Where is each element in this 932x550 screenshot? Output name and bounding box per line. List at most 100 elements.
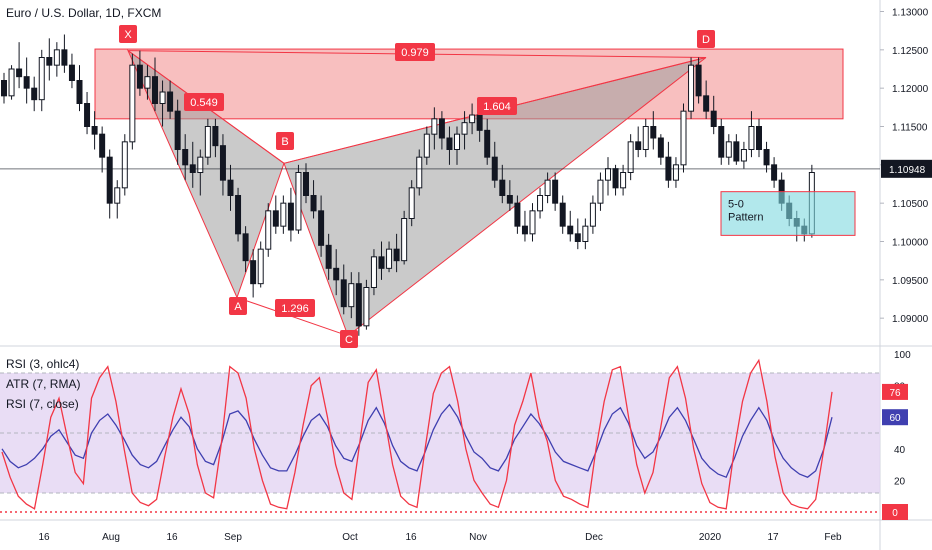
- candle-body: [688, 64, 695, 112]
- candle-body: [748, 126, 755, 150]
- candle-body: [597, 179, 604, 204]
- candle-body: [227, 179, 234, 197]
- candle-body: [514, 202, 521, 227]
- ratio-label-bg-ac: [275, 299, 315, 317]
- osc-axis-label: 20: [894, 476, 906, 487]
- candle-body: [204, 126, 211, 158]
- candle-body: [461, 122, 468, 135]
- ratio-label-bg-xb: [184, 93, 224, 111]
- candle-body: [152, 76, 158, 104]
- candle-body: [642, 126, 649, 150]
- candle-body: [635, 141, 642, 150]
- indicator-atr-label: ATR (7, RMA): [6, 377, 81, 391]
- candle-body: [129, 64, 136, 143]
- candle-body: [121, 141, 128, 189]
- candle-body: [310, 195, 317, 212]
- osc-badge-bg: [882, 409, 908, 426]
- candle-body: [46, 57, 53, 66]
- candle-body: [250, 260, 257, 285]
- candle-body: [506, 195, 513, 204]
- point-label-b: B: [281, 136, 288, 148]
- candle-body: [680, 110, 687, 166]
- candle-body: [574, 233, 581, 242]
- candle-body: [431, 118, 438, 135]
- candle-body: [401, 218, 408, 262]
- candle-body: [23, 76, 30, 89]
- candle-body: [318, 210, 325, 246]
- ratio-label-xb: 0.549: [190, 97, 218, 109]
- indicator-rsi3-label: RSI (3, ohlc4): [6, 357, 80, 371]
- price-axis-label: 1.10500: [892, 199, 929, 210]
- last-price-label: 1.10948: [889, 165, 926, 176]
- candle-body: [657, 137, 664, 158]
- candle-body: [423, 133, 430, 158]
- ratio-label-xd: 0.979: [401, 47, 429, 59]
- candle-body: [552, 179, 559, 204]
- candle-body: [144, 76, 151, 89]
- price-axis-label: 1.09000: [892, 314, 929, 325]
- candle-body: [68, 64, 75, 81]
- candle-body: [589, 202, 596, 227]
- candle-body: [61, 49, 68, 66]
- point-label-bg-d: [697, 30, 715, 48]
- time-axis-label: 16: [405, 532, 417, 543]
- candle-body: [416, 156, 423, 189]
- candle-body: [718, 126, 725, 158]
- candle-body: [114, 187, 121, 204]
- pattern-box-label-2: Pattern: [728, 212, 763, 224]
- candle-body: [567, 225, 574, 235]
- candle-body: [446, 137, 453, 150]
- osc-badge-value: 76: [889, 388, 901, 399]
- candle-body: [771, 164, 778, 181]
- ratio-label-bd: 1.604: [483, 101, 511, 113]
- candle-body: [355, 283, 362, 327]
- candle-body: [605, 168, 611, 181]
- ratio-label-ac: 1.296: [281, 303, 309, 315]
- candle-body: [340, 279, 347, 308]
- candle-body: [363, 287, 370, 327]
- osc-badge-bg: [882, 504, 908, 520]
- candle-body: [8, 68, 15, 97]
- price-axis-label: 1.09500: [892, 276, 929, 287]
- osc-badge-value: 60: [889, 413, 901, 424]
- candle-body: [325, 244, 332, 269]
- candle-body: [31, 87, 38, 101]
- candle-body: [174, 110, 181, 150]
- candle-body: [182, 149, 189, 166]
- candle-body: [756, 126, 762, 150]
- candle-body: [476, 114, 483, 131]
- candle-body: [38, 57, 45, 101]
- candle-body: [529, 210, 536, 235]
- time-axis-label: Nov: [469, 532, 487, 543]
- candle-body: [235, 195, 242, 235]
- candle-body: [378, 256, 385, 269]
- candle-body: [53, 49, 60, 66]
- candle-body: [499, 179, 506, 197]
- candle-body: [740, 149, 747, 162]
- rsi7-line: [1, 403, 833, 479]
- time-axis-label: Oct: [342, 532, 358, 543]
- ratio-label-bg-bd: [477, 97, 517, 115]
- point-label-bg-c: [340, 330, 358, 348]
- candle-body: [612, 168, 619, 189]
- candle-body: [16, 68, 23, 78]
- candle-body: [348, 283, 355, 308]
- price-axis-label: 1.12000: [892, 84, 929, 95]
- rsi3-line: [1, 358, 833, 510]
- point-label-x: X: [124, 29, 132, 41]
- candle-body: [257, 248, 264, 285]
- time-axis-label: 16: [38, 532, 50, 543]
- candle-body: [672, 164, 679, 181]
- candle-body: [408, 187, 415, 219]
- candle-body: [725, 141, 732, 158]
- candle-body: [303, 172, 309, 196]
- candle-body: [582, 225, 589, 243]
- price-axis-label: 1.11500: [892, 123, 928, 134]
- time-axis-label: Sep: [224, 532, 242, 543]
- price-axis-label: 1.13000: [892, 8, 929, 19]
- candle-body: [333, 267, 340, 281]
- indicator-rsi7-label: RSI (7, close): [6, 397, 79, 411]
- osc-badge-bg: [882, 383, 908, 400]
- candle-body: [76, 80, 83, 104]
- candle-body: [544, 179, 551, 197]
